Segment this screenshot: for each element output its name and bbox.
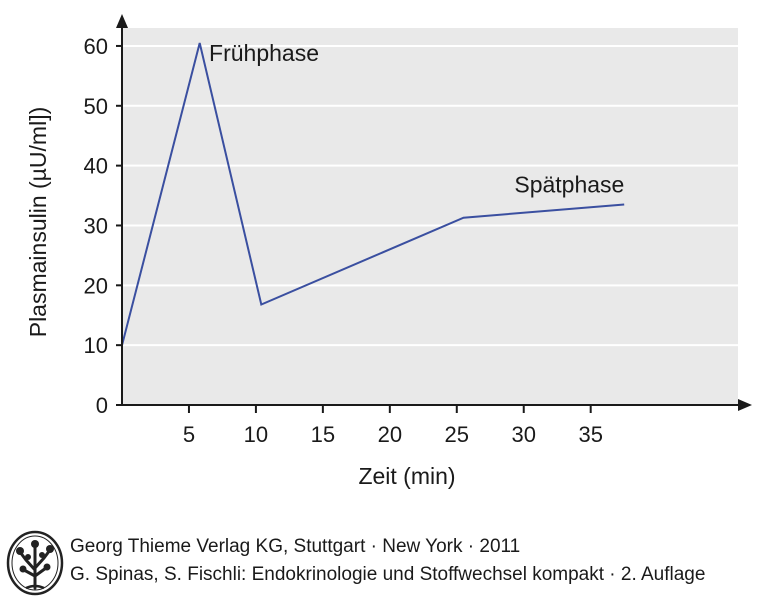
y-tick-label: 10: [84, 333, 108, 358]
y-tick-label: 30: [84, 213, 108, 238]
y-axis-title: Plasmainsulin (µU/ml]): [25, 107, 51, 338]
x-tick-label: 20: [378, 422, 402, 447]
y-tick-label: 40: [84, 154, 108, 179]
tree-logo-icon: [6, 530, 64, 596]
x-tick-label: 5: [183, 422, 195, 447]
gridlines: [122, 44, 738, 347]
x-tick-label: 15: [311, 422, 335, 447]
x-tick-label: 30: [511, 422, 535, 447]
x-tick-label: 25: [445, 422, 469, 447]
book-reference-line: G. Spinas, S. Fischli: Endokrinologie un…: [70, 564, 706, 585]
x-ticks: 5 10 15 20 25 30 35: [183, 405, 603, 447]
publisher-line: Georg Thieme Verlag KG, Stuttgart · New …: [70, 536, 521, 557]
phase-annotation: Frühphase: [209, 40, 319, 66]
y-tick-label: 0: [96, 393, 108, 418]
x-tick-label: 10: [244, 422, 268, 447]
series-line: [121, 42, 625, 346]
plot-background: [122, 28, 738, 405]
phase-annotation: Spätphase: [514, 172, 624, 198]
y-tick-label: 60: [84, 34, 108, 59]
y-tick-label: 20: [84, 273, 108, 298]
x-tick-label: 35: [578, 422, 602, 447]
insulin-chart: 5 10 15 20 25 30 35 0 10 20 30 40 50 60 Frühphase Spä…: [25, 14, 752, 489]
y-axis-arrow: [116, 14, 128, 28]
x-axis-arrow: [738, 399, 752, 411]
x-axis-title: Zeit (min): [358, 463, 455, 489]
annotations: Frühphase Spätphase: [209, 40, 624, 198]
publisher-footer: Georg Thieme Verlag KG, Stuttgart · New …: [6, 530, 766, 602]
y-ticks: 0 10 20 30 40 50 60: [84, 34, 122, 418]
y-tick-label: 50: [84, 94, 108, 119]
